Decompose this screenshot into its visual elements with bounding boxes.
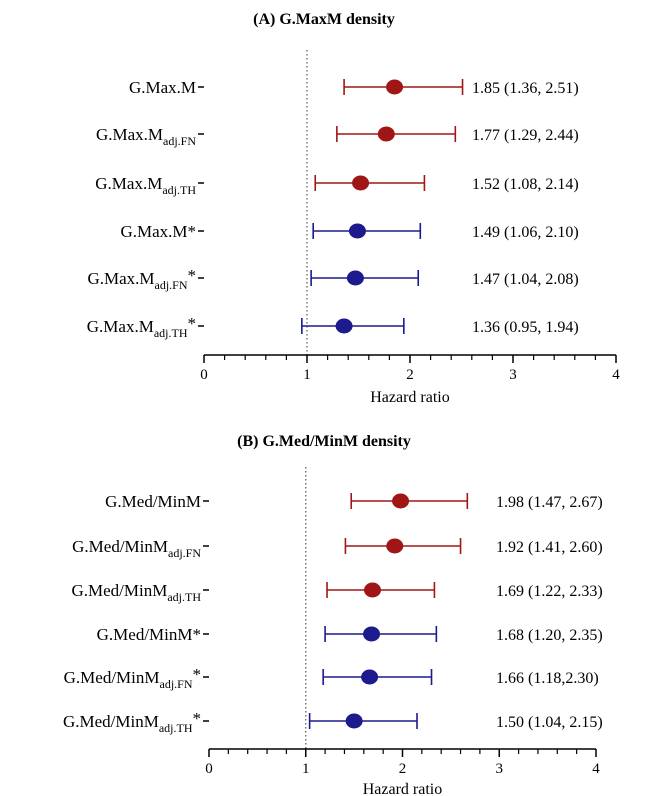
x-tick-label: 4	[612, 367, 620, 383]
row-label: G.Med/MinMadj.FN	[72, 537, 201, 560]
row-label: G.Max.M*	[120, 222, 196, 241]
row-label-subscript: adj.FN	[168, 546, 201, 560]
row-label-star: *	[193, 665, 202, 684]
forest-row: G.Med/MinMadj.TH 1.69 (1.22, 2.33)	[71, 581, 602, 604]
hr-value-label: 1.36 (0.95, 1.94)	[472, 319, 579, 336]
row-label-star: *	[193, 625, 202, 644]
hazard-ratio-point	[361, 669, 379, 685]
hazard-ratio-point	[363, 626, 381, 642]
forest-row: G.Med/MinM* 1.68 (1.20, 2.35)	[97, 625, 603, 644]
row-label-main: G.Med/MinM	[72, 537, 168, 556]
row-label-main: G.Max.M	[95, 174, 162, 193]
hr-value-label: 1.47 (1.04, 2.08)	[472, 271, 579, 288]
row-label-main: G.Max.M	[120, 222, 187, 241]
x-axis-label: Hazard ratio	[370, 389, 450, 406]
forest-row: G.Max.Madj.TH 1.52 (1.08, 2.14)	[95, 174, 578, 197]
hazard-ratio-point	[392, 493, 410, 509]
hr-value-label: 1.66 (1.18,2.30)	[496, 670, 599, 687]
row-label: G.Med/MinMadj.FN*	[64, 665, 201, 691]
row-label-subscript: adj.TH	[159, 721, 193, 735]
row-label: G.Max.M	[129, 78, 196, 97]
x-axis-label: Hazard ratio	[363, 781, 443, 796]
hazard-ratio-point	[386, 79, 404, 95]
x-tick-label: 0	[205, 761, 213, 777]
row-label-main: G.Med/MinM	[97, 625, 193, 644]
x-tick-label: 3	[509, 367, 517, 383]
row-label: G.Max.Madj.TH	[95, 174, 196, 197]
forest-row: G.Max.Madj.FN* 1.47 (1.04, 2.08)	[87, 266, 578, 292]
row-label-main: G.Max.M	[87, 317, 154, 336]
row-label-star: *	[193, 709, 202, 728]
row-label-subscript: adj.FN	[155, 278, 188, 292]
hazard-ratio-point	[345, 713, 363, 729]
forest-row: G.Med/MinMadj.TH* 1.50 (1.04, 2.15)	[63, 709, 603, 735]
hazard-ratio-point	[335, 318, 353, 334]
row-label-main: G.Med/MinM	[71, 581, 167, 600]
forest-row: G.Med/MinM 1.98 (1.47, 2.67)	[105, 492, 603, 511]
row-label: G.Max.Madj.FN	[96, 125, 196, 148]
x-tick-label: 0	[200, 367, 208, 383]
row-label-subscript: adj.TH	[167, 590, 201, 604]
forest-row: G.Med/MinMadj.FN 1.92 (1.41, 2.60)	[72, 537, 603, 560]
hazard-ratio-point	[352, 175, 370, 191]
row-label-main: G.Max.M	[87, 269, 154, 288]
forest-row: G.Max.Madj.TH* 1.36 (0.95, 1.94)	[87, 314, 579, 340]
row-label-subscript: adj.FN	[163, 134, 196, 148]
x-tick-label: 2	[406, 367, 414, 383]
row-label: G.Med/MinM	[105, 492, 201, 511]
forest-row: G.Max.M 1.85 (1.36, 2.51)	[129, 78, 579, 97]
row-label-star: *	[188, 266, 197, 285]
row-label-main: G.Med/MinM	[63, 712, 159, 731]
panel-a: (A) G.MaxM density 0 1 2 3 4 Hazard ratio G.Max…	[87, 11, 620, 406]
hazard-ratio-point	[377, 126, 395, 142]
row-label: G.Med/MinM*	[97, 625, 201, 644]
row-label-main: G.Med/MinM	[64, 668, 160, 687]
chart-title: (B) G.Med/MinM density	[237, 433, 411, 450]
forest-row: G.Max.Madj.FN 1.77 (1.29, 2.44)	[96, 125, 579, 148]
hazard-ratio-point	[386, 538, 404, 554]
hr-value-label: 1.77 (1.29, 2.44)	[472, 127, 579, 144]
hr-value-label: 1.49 (1.06, 2.10)	[472, 224, 579, 241]
hazard-ratio-point	[348, 223, 366, 239]
row-label: G.Med/MinMadj.TH*	[63, 709, 201, 735]
row-label: G.Max.Madj.FN*	[87, 266, 196, 292]
x-tick-label: 3	[496, 761, 504, 777]
row-label-star: *	[188, 222, 197, 241]
x-tick-label: 2	[399, 761, 407, 777]
row-label: G.Med/MinMadj.TH	[71, 581, 201, 604]
hr-value-label: 1.68 (1.20, 2.35)	[496, 627, 603, 644]
hr-value-label: 1.85 (1.36, 2.51)	[472, 80, 579, 97]
x-tick-label: 1	[302, 761, 310, 777]
hr-value-label: 1.52 (1.08, 2.14)	[472, 176, 579, 193]
row-label-star: *	[188, 314, 197, 333]
row-label-main: G.Med/MinM	[105, 492, 201, 511]
panel-b: (B) G.Med/MinM density 0 1 2 3 4 Hazard ratio G…	[63, 433, 603, 796]
x-tick-label: 1	[303, 367, 311, 383]
row-label-subscript: adj.TH	[162, 183, 196, 197]
row-label: G.Max.Madj.TH*	[87, 314, 196, 340]
hr-value-label: 1.92 (1.41, 2.60)	[496, 539, 603, 556]
hr-value-label: 1.50 (1.04, 2.15)	[496, 714, 603, 731]
row-label-main: G.Max.M	[96, 125, 163, 144]
chart-title: (A) G.MaxM density	[253, 11, 395, 28]
forest-row: G.Max.M* 1.49 (1.06, 2.10)	[120, 222, 578, 241]
hr-value-label: 1.69 (1.22, 2.33)	[496, 583, 603, 600]
x-tick-label: 4	[592, 761, 600, 777]
row-label-subscript: adj.TH	[154, 326, 188, 340]
hazard-ratio-point	[364, 582, 382, 598]
hazard-ratio-point	[346, 270, 364, 286]
hr-value-label: 1.98 (1.47, 2.67)	[496, 494, 603, 511]
forest-row: G.Med/MinMadj.FN* 1.66 (1.18,2.30)	[64, 665, 599, 691]
row-label-main: G.Max.M	[129, 78, 196, 97]
row-label-subscript: adj.FN	[160, 677, 193, 691]
